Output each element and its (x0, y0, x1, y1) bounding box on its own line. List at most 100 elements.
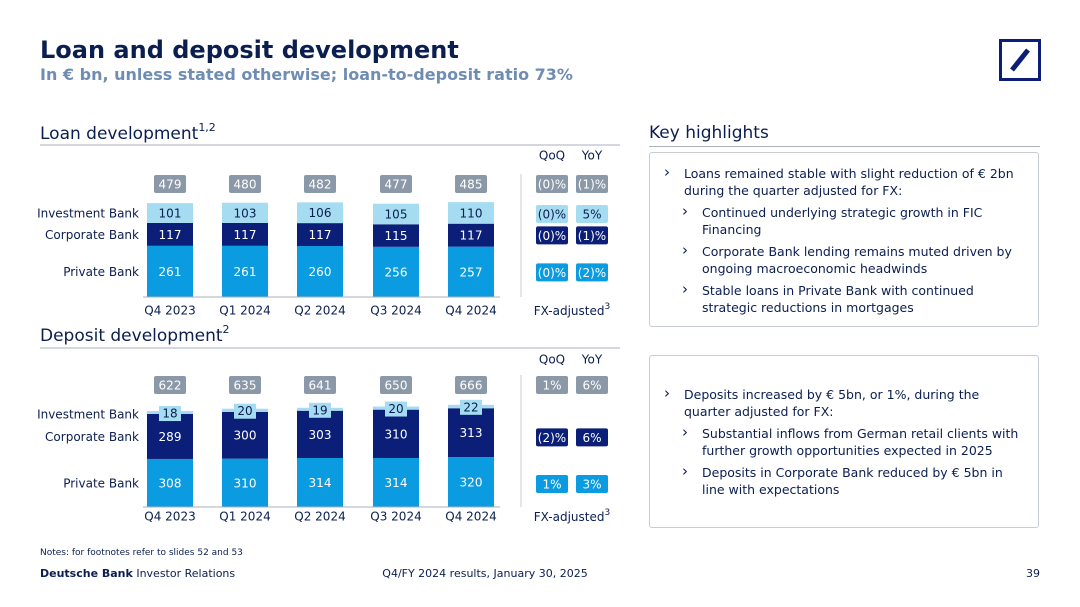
value-label-box (309, 402, 331, 418)
page-number: 39 (1026, 567, 1040, 580)
sub-bullet: Corporate Bank lending remains muted dri… (682, 242, 1028, 277)
fx-note: 3 (605, 508, 611, 518)
segment-change: (0)% (538, 208, 566, 222)
series-label: Corporate Bank (45, 228, 139, 242)
bar-segment (222, 245, 268, 297)
total-change-box (536, 376, 568, 394)
sub-bullet: Stable loans in Private Bank with contin… (682, 281, 1028, 316)
segment-change-box (576, 226, 608, 245)
bar-segment (147, 413, 193, 459)
slide-subtitle: In € bn, unless stated otherwise; loan-t… (40, 65, 573, 84)
value-label: 117 (234, 228, 257, 242)
bar-segment (147, 203, 193, 223)
total-label-box (455, 175, 487, 193)
value-label: 117 (460, 229, 483, 243)
total-change-box (576, 376, 608, 394)
bar-segment (297, 410, 343, 459)
bar-segment (448, 246, 494, 297)
highlights-title: Key highlights (649, 123, 1040, 147)
value-label: 310 (234, 476, 257, 490)
segment-change-box (536, 226, 568, 245)
total-change: (1)% (578, 178, 606, 192)
value-label: 261 (234, 265, 257, 279)
x-tick-label: Q4 2023 (144, 510, 195, 524)
total-label: 650 (385, 379, 408, 393)
value-label: 314 (385, 476, 408, 490)
total-change: 6% (582, 379, 601, 393)
highlight-panel: Loans remained stable with slight reduct… (649, 152, 1039, 327)
bar-segment (222, 458, 268, 507)
fx-label: FX-adjusted3 (534, 508, 610, 524)
fx-text: FX-adjusted (534, 304, 605, 318)
value-label: 105 (385, 207, 408, 221)
value-label-box (159, 406, 181, 422)
value-label: 308 (159, 476, 182, 490)
value-label: 261 (159, 265, 182, 279)
footnote: Notes: for footnotes refer to slides 52 … (40, 548, 243, 558)
bar-segment (448, 457, 494, 507)
total-label-box (154, 376, 186, 394)
bar-segment (147, 245, 193, 297)
segment-change-box (536, 263, 568, 282)
total-label-box (304, 175, 336, 193)
bar-segment (297, 458, 343, 507)
bar-segment (448, 202, 494, 224)
bar-segment (448, 408, 494, 458)
value-label: 310 (385, 427, 408, 441)
chart-title-text: Deposit development (40, 326, 223, 346)
chart-title: Deposit development2 (40, 323, 230, 346)
logo-mark (1010, 48, 1030, 72)
sub-bullet: Deposits in Corporate Bank reduced by € … (682, 463, 1028, 498)
x-tick-label: Q4 2024 (445, 510, 496, 524)
total-change: (0)% (538, 178, 566, 192)
bar-segment (222, 202, 268, 223)
slide-title: Loan and deposit development (40, 36, 459, 64)
value-label: 18 (162, 407, 177, 421)
chart-title-note: 2 (223, 323, 230, 336)
brand: Deutsche Bank (40, 567, 133, 580)
series-label: Private Bank (63, 265, 139, 279)
value-label: 115 (385, 229, 408, 243)
fx-note: 3 (605, 302, 611, 312)
sub-bullet: Substantial inflows from German retail c… (682, 424, 1028, 459)
value-label: 260 (309, 265, 332, 279)
x-tick-label: Q2 2024 (294, 304, 345, 318)
x-tick-label: Q3 2024 (370, 510, 421, 524)
total-label-box (380, 376, 412, 394)
x-tick-label: Q2 2024 (294, 510, 345, 524)
segment-change-box (576, 474, 608, 493)
brand-suffix: Investor Relations (136, 567, 236, 580)
total-change: 1% (542, 379, 561, 393)
footer-center: Q4/FY 2024 results, January 30, 2025 (382, 567, 588, 580)
value-label: 19 (312, 403, 327, 417)
change-header: YoY (581, 353, 603, 367)
value-label: 117 (159, 228, 182, 242)
value-label-box (234, 403, 256, 419)
chart-title: Loan development1,2 (40, 121, 216, 144)
segment-change-box (536, 205, 568, 224)
value-label: 314 (309, 476, 332, 490)
x-tick-label: Q3 2024 (370, 304, 421, 318)
x-tick-label: Q4 2023 (144, 304, 195, 318)
value-label: 320 (460, 476, 483, 490)
value-label: 20 (388, 402, 403, 416)
total-label-box (455, 376, 487, 394)
total-label: 635 (234, 379, 257, 393)
segment-change: (0)% (538, 229, 566, 243)
segment-change: (2)% (578, 266, 606, 280)
change-header: QoQ (539, 353, 565, 367)
total-change-box (576, 175, 608, 193)
value-label: 22 (463, 400, 478, 414)
total-label: 485 (460, 178, 483, 192)
total-label-box (229, 175, 261, 193)
fx-label: FX-adjusted3 (534, 302, 610, 318)
x-tick-label: Q1 2024 (219, 304, 270, 318)
value-label: 300 (234, 429, 257, 443)
value-label: 117 (309, 228, 332, 242)
segment-change-box (576, 205, 608, 224)
footer-brand: Deutsche Bank Investor Relations (40, 567, 235, 580)
segment-change: 3% (582, 477, 601, 491)
bar-segment (222, 222, 268, 246)
highlight-panel: Deposits increased by € 5bn, or 1%, duri… (649, 355, 1039, 528)
value-label: 101 (159, 207, 182, 221)
